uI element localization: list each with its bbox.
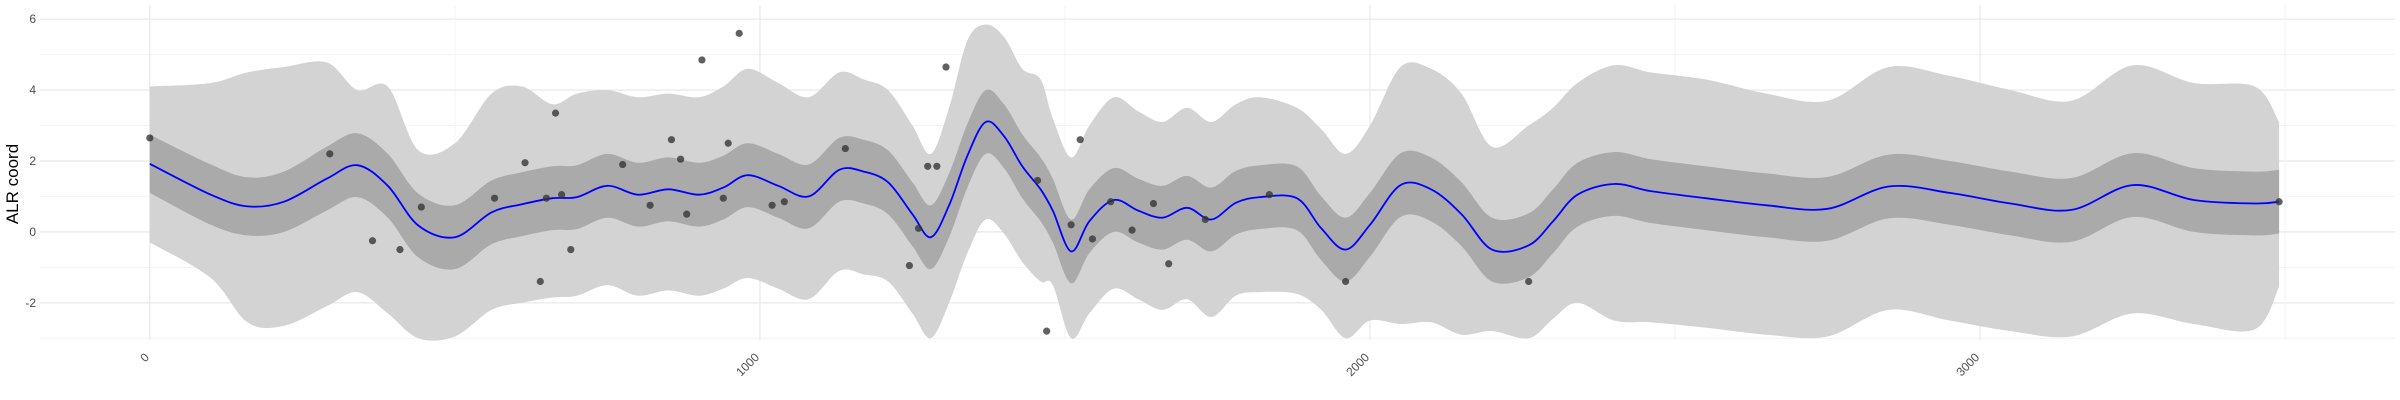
y-tick-label: 6 <box>29 12 36 26</box>
data-point <box>536 277 544 286</box>
data-point <box>551 109 560 117</box>
data-point <box>1033 176 1042 185</box>
data-point <box>146 134 154 142</box>
data-point <box>646 201 654 209</box>
data-point <box>942 63 950 71</box>
data-point <box>490 194 499 202</box>
data-point <box>2275 198 2283 206</box>
x-tick-label: 3000 <box>1953 350 1982 379</box>
outer-confidence-band <box>149 24 2280 341</box>
data-point <box>724 139 732 147</box>
data-point <box>914 224 923 232</box>
data-point <box>396 246 404 254</box>
data-point <box>1107 198 1115 206</box>
data-point <box>1525 277 1533 286</box>
data-point <box>1088 235 1097 243</box>
data-point <box>735 29 743 37</box>
data-point <box>1076 136 1084 144</box>
data-point <box>924 162 932 170</box>
data-point <box>1265 191 1273 199</box>
y-tick-label: -2 <box>25 296 36 310</box>
data-point <box>1067 221 1075 229</box>
data-point <box>667 136 676 144</box>
observation-points <box>146 29 2283 335</box>
y-axis-ticks: -2 0 2 4 6 <box>25 12 36 310</box>
data-point <box>841 144 849 153</box>
data-point <box>698 56 706 64</box>
data-point <box>1342 277 1350 286</box>
data-point <box>1043 327 1051 335</box>
data-point <box>521 159 529 167</box>
data-point <box>719 194 727 202</box>
x-tick-label: 0 <box>137 350 152 365</box>
data-point <box>619 160 627 169</box>
data-point <box>326 150 334 158</box>
x-tick-label: 1000 <box>733 350 762 379</box>
data-point <box>558 191 566 199</box>
x-axis-ticks: 0 1000 2000 3000 <box>137 350 1982 379</box>
data-point <box>542 194 550 202</box>
inner-confidence-band <box>149 89 2280 284</box>
data-point <box>768 201 776 209</box>
data-point <box>1201 215 1209 224</box>
y-tick-label: 0 <box>29 225 36 239</box>
data-point <box>417 203 425 211</box>
data-point <box>677 155 685 163</box>
data-point <box>905 261 913 270</box>
y-axis-title: ALR coord <box>3 144 22 224</box>
data-point <box>1149 199 1158 208</box>
data-point <box>933 162 941 170</box>
data-point <box>567 246 575 254</box>
data-point <box>368 237 377 245</box>
data-point <box>1165 260 1173 268</box>
y-tick-label: 4 <box>29 83 36 97</box>
data-point <box>1128 226 1136 234</box>
data-point <box>780 198 788 206</box>
data-point <box>683 210 691 218</box>
x-tick-label: 2000 <box>1343 350 1372 379</box>
y-tick-label: 2 <box>29 154 36 168</box>
